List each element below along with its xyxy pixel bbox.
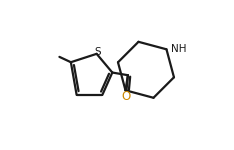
Text: O: O: [121, 90, 131, 103]
Text: S: S: [95, 47, 101, 57]
Text: NH: NH: [171, 44, 187, 54]
